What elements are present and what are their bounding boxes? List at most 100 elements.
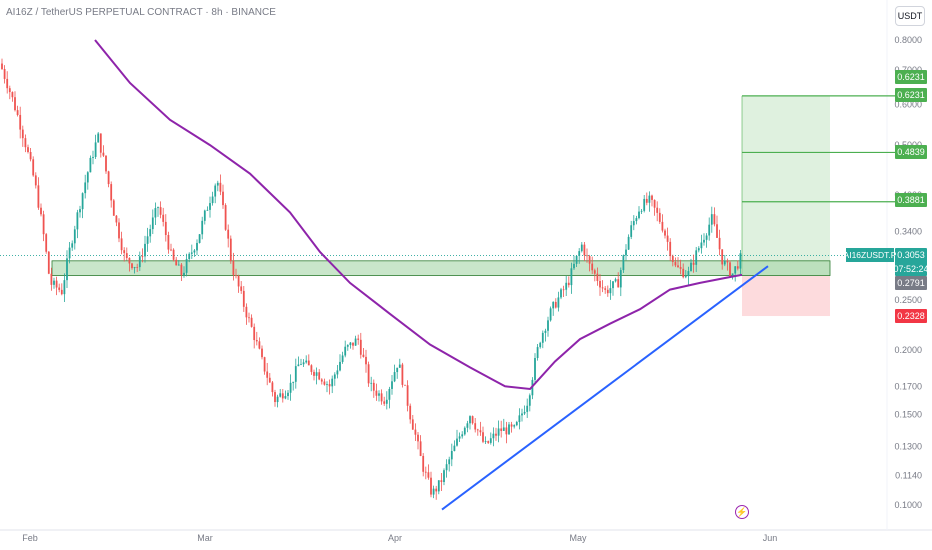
price-label-text: 0.3053 bbox=[897, 250, 925, 260]
candle-body bbox=[102, 152, 105, 156]
candle-body bbox=[687, 271, 690, 277]
candle-body bbox=[648, 195, 651, 203]
candle-body bbox=[606, 289, 609, 294]
candle-body bbox=[731, 273, 734, 277]
candle-body bbox=[34, 175, 37, 186]
candle-body bbox=[625, 249, 627, 256]
candle-body bbox=[664, 230, 666, 236]
candle-body bbox=[193, 250, 196, 253]
candle-body bbox=[183, 272, 185, 276]
candle-body bbox=[385, 399, 388, 404]
candle-body bbox=[86, 172, 89, 183]
candle-body bbox=[697, 248, 700, 251]
candle-body bbox=[474, 423, 477, 430]
candle-body bbox=[240, 286, 243, 291]
candle-body bbox=[469, 416, 471, 424]
candle-body bbox=[656, 207, 659, 213]
candle-body bbox=[422, 455, 425, 472]
candle-body bbox=[653, 199, 656, 208]
candle-body bbox=[544, 330, 547, 333]
candle-body bbox=[435, 488, 438, 492]
candle-body bbox=[154, 208, 157, 218]
candle-body bbox=[523, 411, 526, 414]
candle-body bbox=[599, 280, 601, 288]
candle-body bbox=[40, 207, 42, 215]
x-tick-label: Mar bbox=[197, 533, 213, 543]
candle-body bbox=[162, 214, 165, 222]
candle-body bbox=[131, 263, 133, 269]
candle-body bbox=[580, 244, 583, 252]
trendline bbox=[441, 265, 769, 511]
candle-body bbox=[164, 221, 167, 235]
candle-body bbox=[578, 251, 581, 256]
candle-body bbox=[424, 471, 427, 473]
countdown-text: 07:52:24 bbox=[893, 264, 928, 274]
candle-body bbox=[94, 142, 97, 157]
candle-body bbox=[692, 262, 695, 265]
price-label-text: 0.4839 bbox=[897, 147, 925, 157]
candle-body bbox=[721, 249, 724, 265]
candle-body bbox=[323, 381, 326, 385]
candle-body bbox=[414, 429, 417, 435]
candle-body bbox=[196, 242, 198, 251]
candle-body bbox=[297, 364, 300, 367]
candle-body bbox=[328, 384, 331, 387]
candle-body bbox=[232, 260, 235, 275]
y-tick-label: 0.1500 bbox=[894, 409, 922, 419]
candle-body bbox=[107, 171, 110, 185]
candle-body bbox=[612, 281, 614, 289]
stop-price-label: 0.2328 bbox=[895, 309, 927, 323]
candle-body bbox=[112, 200, 115, 216]
candle-body bbox=[138, 256, 141, 268]
candle-body bbox=[16, 110, 19, 115]
candle-body bbox=[588, 256, 591, 264]
y-tick-label: 0.1000 bbox=[894, 500, 922, 510]
candle-body bbox=[695, 250, 698, 265]
candle-body bbox=[479, 430, 482, 433]
candle-body bbox=[188, 253, 191, 260]
candle-body bbox=[47, 251, 50, 274]
candle-body bbox=[734, 266, 737, 274]
candle-body bbox=[645, 198, 648, 203]
candle-body bbox=[388, 388, 391, 400]
candle-body bbox=[495, 433, 497, 436]
candle-body bbox=[630, 225, 633, 237]
candle-body bbox=[573, 263, 575, 269]
candle-body bbox=[539, 342, 542, 348]
x-tick-label: May bbox=[569, 533, 587, 543]
candle-body bbox=[84, 182, 87, 194]
candle-body bbox=[302, 362, 305, 365]
price-label-text: 0.2791 bbox=[897, 278, 925, 288]
position-target-zone bbox=[742, 95, 830, 276]
flash-icon[interactable]: ⚡ bbox=[735, 505, 749, 519]
candle-body bbox=[570, 268, 573, 286]
candle-body bbox=[502, 427, 505, 431]
target-price-label: 0.3881 bbox=[895, 193, 927, 207]
candle-body bbox=[274, 392, 276, 403]
candle-body bbox=[726, 260, 729, 263]
candle-body bbox=[344, 346, 347, 356]
candle-body bbox=[411, 419, 414, 430]
candle-body bbox=[123, 250, 126, 254]
candle-body bbox=[666, 235, 669, 242]
candle-body bbox=[508, 424, 510, 435]
candle-body bbox=[362, 354, 365, 357]
candle-body bbox=[567, 282, 570, 286]
candle-body bbox=[432, 488, 435, 495]
price-label-text: 0.2328 bbox=[897, 311, 925, 321]
candle-body bbox=[601, 287, 604, 289]
candle-body bbox=[318, 372, 321, 380]
candle-body bbox=[443, 470, 445, 483]
candle-body bbox=[263, 357, 266, 372]
candle-body bbox=[81, 193, 84, 210]
candle-body bbox=[190, 252, 193, 254]
currency-button[interactable]: USDT bbox=[895, 6, 925, 26]
candle-body bbox=[97, 133, 100, 143]
candle-body bbox=[718, 237, 721, 250]
candle-body bbox=[11, 92, 14, 98]
candle-body bbox=[167, 234, 170, 250]
candle-body bbox=[375, 390, 378, 396]
candle-body bbox=[651, 195, 653, 200]
candle-body bbox=[658, 212, 661, 222]
